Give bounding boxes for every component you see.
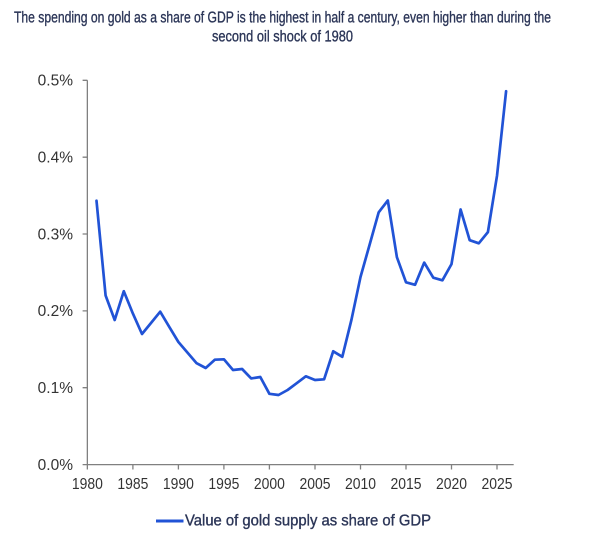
svg-text:1985: 1985 bbox=[117, 476, 148, 493]
svg-text:second oil shock of 1980: second oil shock of 1980 bbox=[212, 29, 353, 46]
svg-text:The spending on gold as a shar: The spending on gold as a share of GDP i… bbox=[14, 9, 551, 26]
svg-text:0.3%: 0.3% bbox=[38, 226, 74, 243]
svg-text:0.4%: 0.4% bbox=[38, 150, 74, 167]
svg-text:1995: 1995 bbox=[208, 476, 239, 493]
svg-text:2020: 2020 bbox=[436, 476, 467, 493]
svg-text:2005: 2005 bbox=[300, 476, 331, 493]
svg-text:0.1%: 0.1% bbox=[38, 380, 74, 397]
svg-text:2025: 2025 bbox=[482, 476, 513, 493]
svg-text:2010: 2010 bbox=[345, 476, 376, 493]
svg-text:2015: 2015 bbox=[391, 476, 422, 493]
svg-text:0.0%: 0.0% bbox=[38, 457, 74, 474]
svg-text:2000: 2000 bbox=[254, 476, 285, 493]
svg-text:0.2%: 0.2% bbox=[38, 303, 74, 320]
svg-text:1980: 1980 bbox=[72, 476, 103, 493]
svg-text:0.5%: 0.5% bbox=[38, 73, 74, 90]
svg-text:Value of gold supply as share: Value of gold supply as share of GDP bbox=[185, 513, 431, 530]
svg-text:1990: 1990 bbox=[163, 476, 194, 493]
